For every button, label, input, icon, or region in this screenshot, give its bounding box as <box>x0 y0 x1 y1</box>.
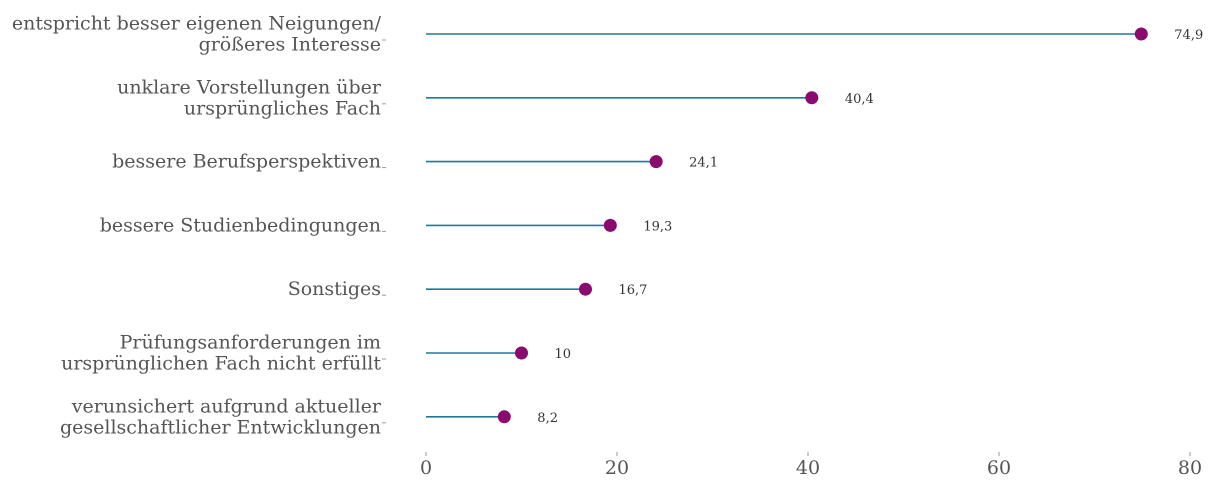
category-label: ursprüngliches Fach <box>184 97 381 119</box>
value-label: 40,4 <box>845 92 874 107</box>
lollipop-dot <box>497 410 511 424</box>
value-label: 8,2 <box>537 411 558 426</box>
category-label: bessere Berufsperspektiven <box>112 151 381 173</box>
lollipop-dot <box>805 91 819 105</box>
category-label: unklare Vorstellungen über <box>117 76 382 98</box>
lollipop-dot <box>578 282 592 296</box>
x-tick-label: 0 <box>420 457 432 479</box>
category-label: bessere Studienbedingungen <box>100 214 381 236</box>
value-label: 74,9 <box>1174 28 1203 43</box>
value-label: 16,7 <box>618 283 647 298</box>
lollipop-dot <box>649 155 663 169</box>
category-label: größeres Interesse <box>199 34 381 56</box>
lollipop-dot <box>515 346 528 360</box>
value-label: 24,1 <box>689 156 718 171</box>
category-label: verunsichert aufgrund aktueller <box>71 395 382 417</box>
lollipop-dot <box>1134 27 1148 41</box>
x-tick-label: 60 <box>987 457 1011 479</box>
lollipop-dot <box>603 218 617 232</box>
x-tick-label: 40 <box>796 457 820 479</box>
x-tick-label: 20 <box>605 457 629 479</box>
category-label: entspricht besser eigenen Neigungen/ <box>12 13 382 35</box>
value-label: 19,3 <box>643 219 672 234</box>
category-label: Sonstiges <box>288 278 381 300</box>
category-label: ursprünglichen Fach nicht erfüllt <box>61 353 381 375</box>
x-tick-label: 80 <box>1178 457 1202 479</box>
value-label: 10 <box>555 347 572 362</box>
category-label: gesellschaftlicher Entwicklungen <box>60 416 381 438</box>
category-label: Prüfungsanforderungen im <box>120 332 381 354</box>
